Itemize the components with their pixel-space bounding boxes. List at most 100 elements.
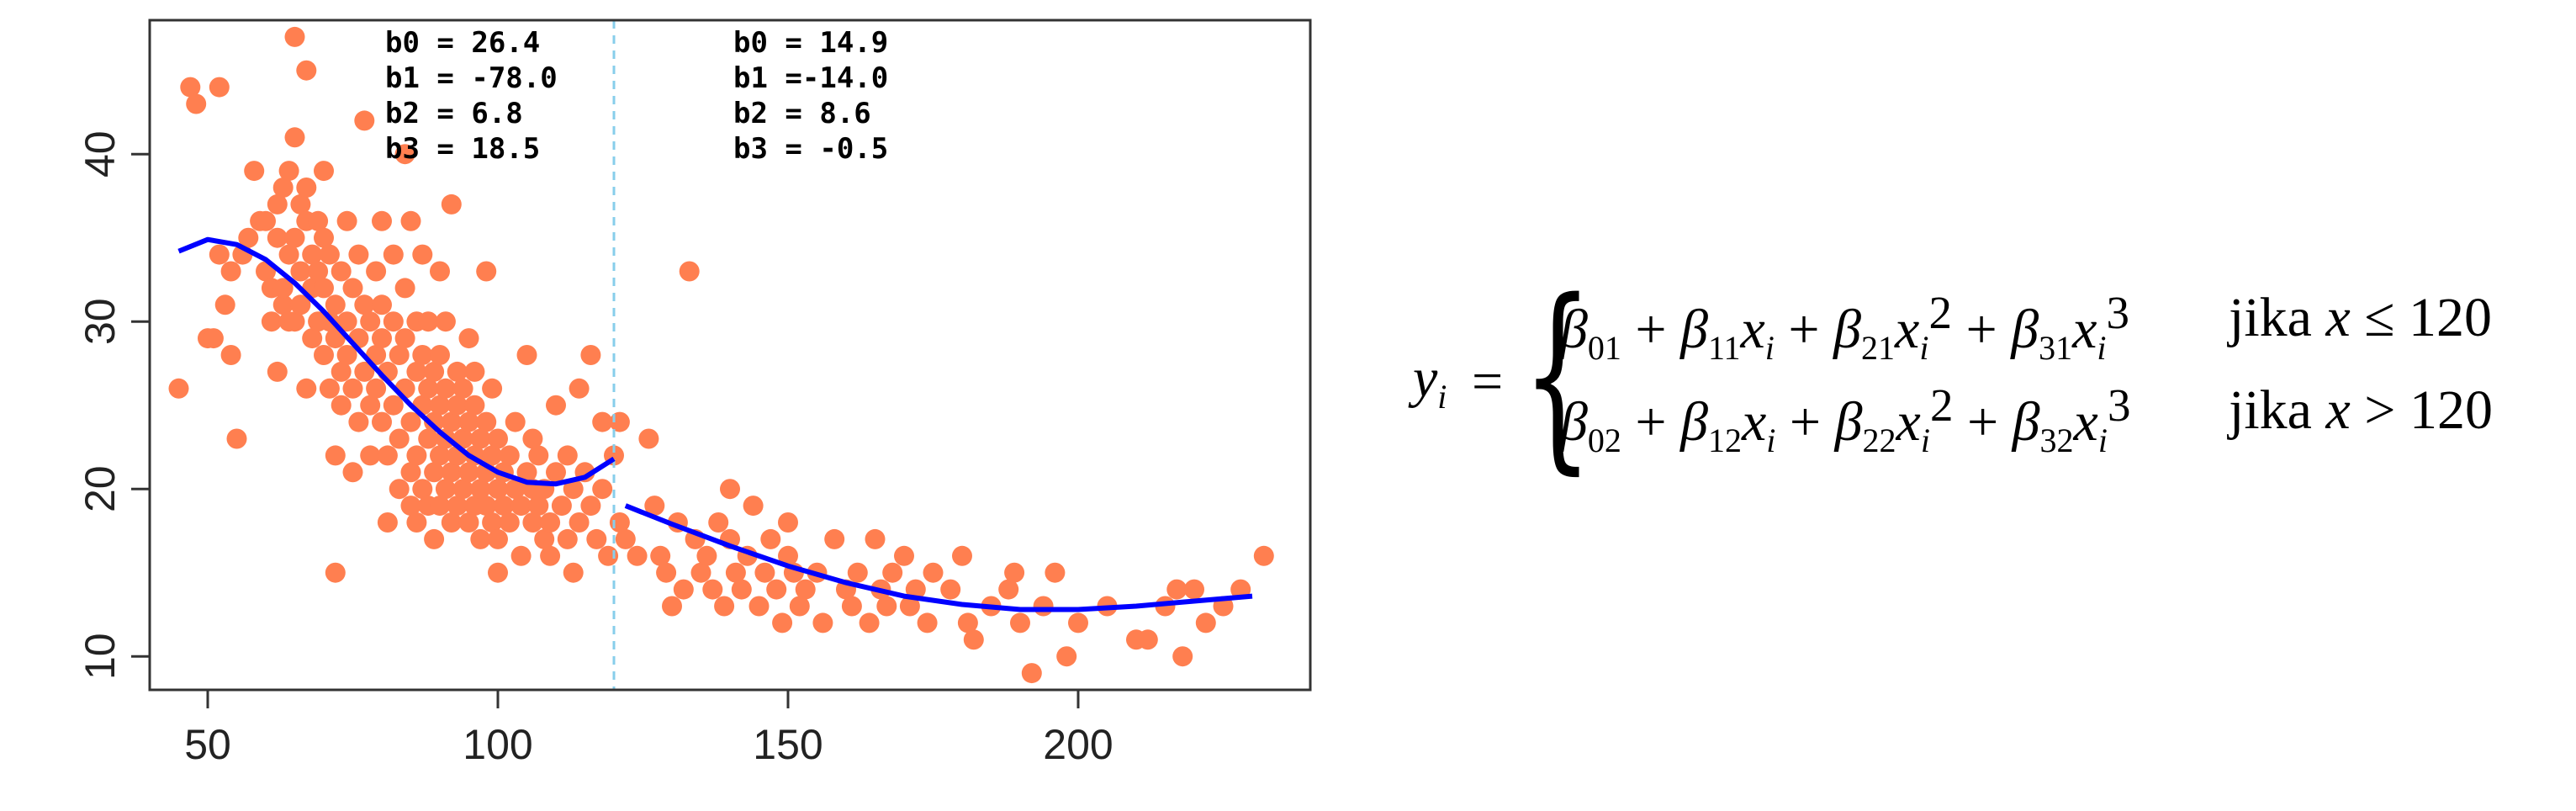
data-point [284, 227, 305, 248]
data-point [348, 411, 369, 432]
formula-condition-1: jika x ≤ 120 [2229, 287, 2492, 348]
data-point [760, 528, 781, 549]
data-point [650, 545, 671, 566]
data-point [778, 545, 798, 566]
coef-right-b1: b1 =-14.0 [733, 61, 888, 95]
data-point [488, 528, 508, 549]
data-point [580, 345, 601, 365]
data-point [482, 512, 503, 533]
data-point [354, 361, 375, 382]
data-point [1004, 562, 1025, 583]
data-point [690, 562, 711, 583]
data-point [812, 612, 833, 633]
data-point [314, 345, 334, 365]
data-point [331, 361, 352, 382]
data-point [586, 528, 607, 549]
data-point [482, 445, 503, 466]
data-point [389, 479, 410, 500]
data-point [354, 110, 375, 131]
y-tick-label: 40 [77, 130, 124, 178]
data-point [488, 428, 508, 449]
data-point [795, 579, 816, 600]
data-point [377, 445, 398, 466]
data-point [743, 496, 764, 517]
data-point [256, 210, 276, 231]
data-point [296, 378, 317, 399]
data-point [725, 562, 746, 583]
data-point [342, 378, 363, 399]
data-point [400, 210, 421, 231]
data-point [430, 345, 450, 365]
data-point [696, 545, 717, 566]
data-point [284, 311, 305, 332]
data-point [1184, 579, 1204, 600]
data-point [679, 261, 700, 282]
data-point [314, 161, 334, 182]
coef-right-b3: b3 = -0.5 [733, 132, 888, 166]
data-point [1045, 562, 1066, 583]
data-point [499, 445, 520, 466]
data-point [412, 479, 433, 500]
data-point [470, 428, 491, 449]
data-point [209, 244, 230, 265]
data-point [366, 261, 387, 282]
data-point [372, 328, 392, 349]
data-point [441, 512, 462, 533]
data-point [418, 378, 439, 399]
piecewise-formula: yi = { β01 + β11xi + β21xi2 + β31xi3 β02… [1396, 273, 2573, 496]
data-point [447, 361, 468, 382]
data-point [220, 261, 241, 282]
formula-equals: = [1472, 351, 1504, 412]
data-point [272, 278, 294, 299]
data-point [424, 411, 445, 432]
data-point [772, 612, 793, 633]
data-point [522, 428, 543, 449]
coef-left-b1: b1 = -78.0 [385, 61, 558, 95]
data-point [899, 596, 920, 617]
data-point [383, 311, 404, 332]
data-point [412, 244, 433, 265]
data-point [662, 596, 682, 617]
plot-frame [148, 19, 1312, 692]
data-point [308, 261, 329, 282]
data-point [394, 328, 415, 349]
data-point [348, 244, 369, 265]
data-point [284, 26, 305, 47]
data-point [424, 361, 445, 382]
data-point [702, 579, 723, 600]
data-point [464, 361, 485, 382]
data-point [377, 512, 398, 533]
y-axis: 10 20 30 40 [77, 130, 150, 680]
data-point [476, 261, 497, 282]
data-point [673, 579, 694, 600]
data-point [841, 596, 862, 617]
data-point [314, 278, 334, 299]
data-point [708, 512, 729, 533]
data-point [882, 562, 903, 583]
x-axis: 50 100 150 200 [184, 690, 1113, 768]
data-point [209, 77, 230, 98]
data-point [389, 428, 410, 449]
data-point [516, 345, 537, 365]
data-point [488, 479, 508, 500]
data-point [528, 445, 549, 466]
data-point [1010, 612, 1030, 633]
formula-lhs: yi [1413, 347, 1447, 416]
data-point [452, 479, 473, 500]
formula-row-2: β02 + β12xi + β22xi2 + β32xi3 [1560, 379, 2131, 460]
data-point [284, 127, 305, 148]
data-point [400, 462, 421, 483]
x-tick-label: 100 [463, 721, 532, 768]
data-point [789, 596, 810, 617]
data-point [540, 512, 561, 533]
data-point [354, 294, 375, 315]
data-point [435, 378, 456, 399]
data-point [214, 294, 235, 315]
data-point [957, 612, 978, 633]
data-point [372, 294, 392, 315]
data-point [296, 178, 317, 198]
data-point [325, 445, 346, 466]
data-point [430, 496, 450, 517]
data-point [308, 210, 329, 231]
y-tick-label: 20 [77, 465, 124, 512]
